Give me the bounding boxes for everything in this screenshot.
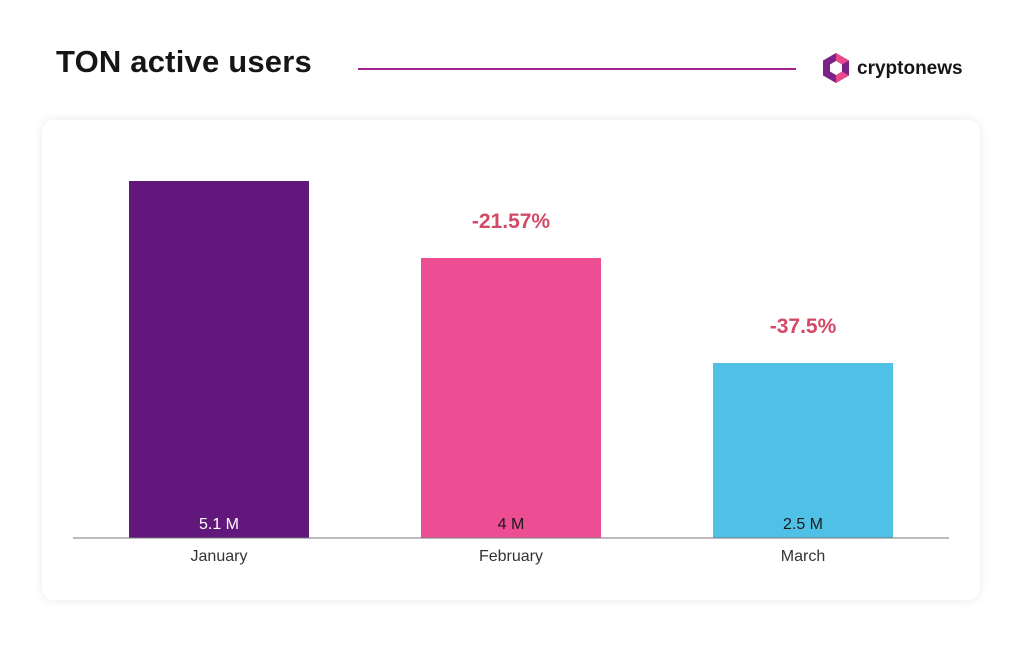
bar-march [713, 363, 893, 538]
data-label: 5.1 M [199, 516, 239, 533]
change-label: -21.57% [472, 210, 551, 233]
data-label: 4 M [498, 516, 525, 533]
brand-name: cryptonews [857, 58, 963, 79]
bar-chart: 5.1 M January 4 M February -21.57% 2.5 M March… [73, 181, 949, 565]
header: TON active users cryptonews [0, 0, 1024, 120]
page-title: TON active users [56, 44, 312, 79]
x-tick-label: January [191, 548, 248, 565]
x-tick-label: March [781, 548, 825, 565]
bar-january [129, 181, 309, 538]
data-label: 2.5 M [783, 516, 823, 533]
chart-card: 5.1 M January 4 M February -21.57% 2.5 M March… [42, 120, 980, 600]
brand: cryptonews [820, 52, 970, 86]
bar-february [421, 258, 601, 538]
change-label: -37.5% [770, 315, 837, 338]
header-rule [358, 68, 796, 70]
x-tick-label: February [479, 548, 543, 565]
cryptonews-logo-icon [823, 53, 849, 83]
